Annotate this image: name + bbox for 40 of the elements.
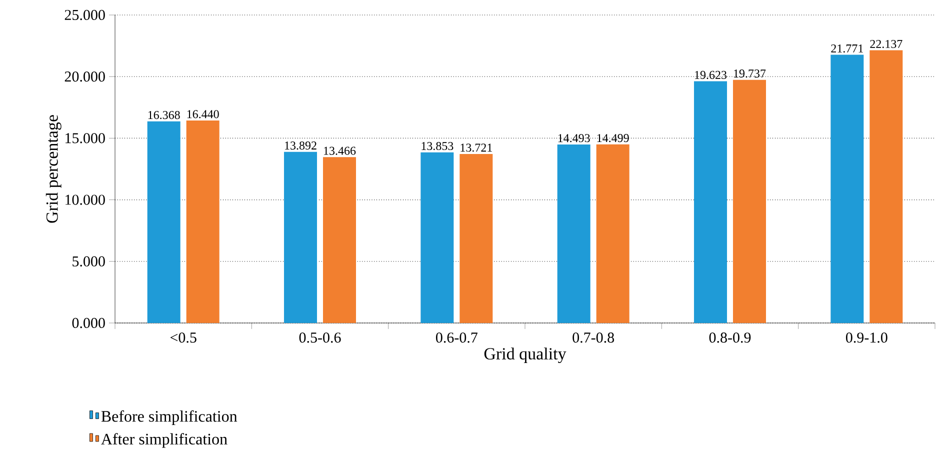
bar [186, 120, 220, 323]
data-label: 13.721 [460, 144, 492, 152]
x-tick-label: 0.5-0.6 [299, 332, 341, 343]
y-tick-label: 20.000 [64, 72, 105, 82]
data-label: 14.499 [597, 134, 629, 142]
x-tick-label: 0.7-0.8 [572, 332, 614, 343]
bar [284, 152, 318, 323]
legend-label: After simplification [101, 433, 228, 448]
bar [830, 54, 864, 323]
bar [420, 152, 454, 323]
data-label: 16.440 [187, 110, 219, 118]
y-axis-title: Grid percentage [46, 115, 62, 223]
x-tick-label: <0.5 [170, 332, 196, 343]
data-label: 22.137 [870, 40, 902, 48]
bar [694, 81, 727, 323]
y-tick-label: 5.000 [72, 256, 105, 266]
y-tick-label: 0.000 [72, 318, 105, 328]
bar [870, 50, 903, 323]
data-label: 14.493 [558, 134, 590, 142]
bar [596, 144, 630, 323]
y-tick-label: 15.000 [66, 133, 105, 144]
data-label: 19.737 [734, 70, 766, 78]
bar [460, 154, 493, 323]
bar [557, 144, 590, 323]
data-label: 13.853 [422, 142, 454, 150]
x-tick-label: 0.8-0.9 [709, 332, 751, 343]
bar [323, 157, 356, 323]
data-label: 19.623 [695, 70, 727, 80]
y-tick-label: 10.000 [66, 194, 105, 205]
data-label: 13.466 [324, 146, 356, 155]
data-label: 21.771 [831, 44, 863, 53]
bar [147, 121, 180, 323]
data-label: 16.368 [148, 110, 180, 120]
legend-label: Before simplification [101, 410, 238, 426]
data-label: 13.892 [285, 141, 316, 150]
x-tick-label: 0.9-1.0 [846, 332, 888, 343]
bar [732, 80, 766, 323]
x-tick-label: 0.6-0.7 [436, 332, 478, 343]
y-tick-label: 25.000 [64, 10, 105, 20]
x-axis-title: Grid quality [484, 348, 566, 364]
